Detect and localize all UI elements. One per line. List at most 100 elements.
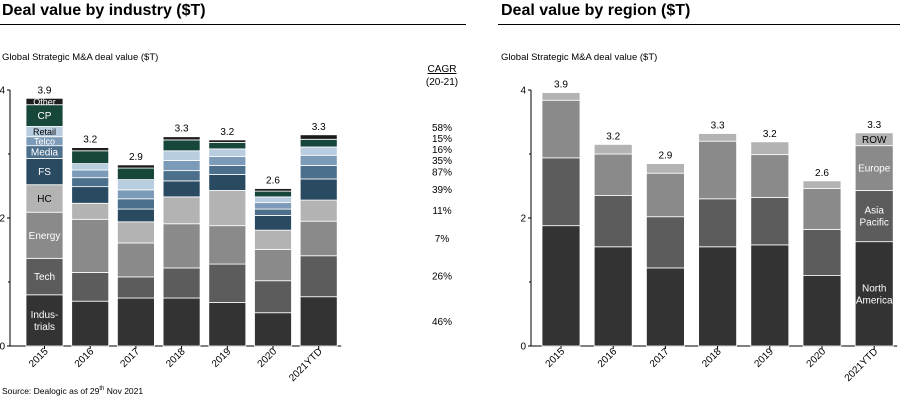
bar-segment-media <box>254 208 292 216</box>
right-title-rule <box>498 24 900 25</box>
industry-total-label: 3.2 <box>83 135 97 146</box>
bar-segment-asia-pacific <box>541 157 581 227</box>
series-label-industrials: Indus- <box>31 310 59 321</box>
bar-segment-energy <box>25 211 64 259</box>
region-total-label: 3.2 <box>606 131 620 142</box>
series-label-cp: CP <box>38 111 52 122</box>
bar-segment-north-america <box>646 267 685 347</box>
bar-segment-industrials <box>117 297 155 347</box>
region-total-label: 3.2 <box>763 129 777 140</box>
series-label-telco: Telco <box>34 136 55 146</box>
series-label-north-america: North <box>862 283 886 294</box>
bar-segment-tech <box>299 255 338 298</box>
industry-y-tick-label: 2 <box>0 214 5 225</box>
bar-segment-asia-pacific <box>698 198 737 248</box>
region-total-label: 3.9 <box>554 80 568 91</box>
cagr-value-telco: 35% <box>432 156 452 167</box>
cagr-value-media: 87% <box>432 168 452 179</box>
bar-segment-other <box>117 164 155 169</box>
bar-segment-retail <box>117 179 155 191</box>
industry-y-tick-label: 4 <box>0 86 5 97</box>
bar-segment-hc <box>71 202 110 220</box>
cagr-header: CAGR <box>428 64 457 75</box>
region-x-tick-label: 2017 <box>648 346 672 370</box>
industry-x-tick-label: 2015 <box>27 346 51 370</box>
series-label-north-america: America <box>856 295 893 306</box>
bar-segment-europe <box>698 140 737 200</box>
bar-segment-telco <box>162 159 201 172</box>
bar-segment-asia-pacific <box>646 216 685 269</box>
industry-total-label: 3.9 <box>38 85 52 96</box>
series-label-asia-pacific: Pacific <box>859 218 888 229</box>
bar-segment-other <box>254 188 292 192</box>
bar-segment-industrials <box>71 300 110 347</box>
bar-segment-telco <box>208 156 247 166</box>
bar-segment-cp <box>299 138 338 148</box>
industry-x-tick-label: 2020 <box>256 346 280 370</box>
bar-segment-north-america <box>593 246 633 347</box>
bar-segment-fs <box>117 208 155 223</box>
source-sup: th <box>99 386 105 393</box>
bar-segment-cp <box>71 150 110 165</box>
industry-x-tick-label: 2017 <box>119 346 143 370</box>
right-chart-subtitle: Global Strategic M&A deal value ($T) <box>501 52 658 63</box>
industry-x-tick-label: 2018 <box>164 346 188 370</box>
industry-total-label: 3.3 <box>312 122 326 133</box>
bar-segment-tech <box>117 276 155 299</box>
region-total-label: 3.3 <box>867 120 881 131</box>
region-x-tick-label: 2020 <box>805 346 829 370</box>
bar-segment-row <box>698 133 737 142</box>
cagr-value-fs: 39% <box>432 185 452 196</box>
bar-segment-europe <box>646 172 685 218</box>
cagr-value-industrials: 46% <box>432 317 452 328</box>
bar-segment-row <box>593 143 633 155</box>
industry-total-label: 3.3 <box>175 124 189 135</box>
bar-segment-energy <box>299 220 338 257</box>
bar-segment-tech <box>162 267 201 299</box>
bar-segment-retail <box>299 146 338 156</box>
bar-segment-north-america <box>802 275 842 347</box>
bar-segment-row <box>802 180 842 189</box>
bar-segment-fs <box>162 180 201 198</box>
bar-segment-media <box>117 198 155 210</box>
industry-y-tick-label: 0 <box>0 342 5 353</box>
series-label-row: ROW <box>862 135 887 146</box>
bar-segment-energy <box>254 248 292 282</box>
bar-segment-asia-pacific <box>802 229 842 277</box>
bar-segment-tech <box>71 271 110 302</box>
industry-x-tick-label: 2019 <box>210 346 234 370</box>
series-label-asia-pacific: Asia <box>864 206 884 217</box>
bar-segment-fs <box>299 178 338 201</box>
bar-segment-energy <box>162 223 201 269</box>
bar-segment-telco <box>254 202 292 210</box>
left-title-rule <box>0 24 466 25</box>
bar-segment-europe <box>802 188 842 230</box>
bar-segment-retail <box>208 148 247 157</box>
bar-segment-hc <box>162 196 201 225</box>
cagr-value-energy: 7% <box>435 234 450 245</box>
bar-segment-retail <box>71 163 110 171</box>
bar-segment-retail <box>162 150 201 161</box>
cagr-range: (20-21) <box>426 77 458 88</box>
region-x-tick-label: 2021YTD <box>843 346 881 384</box>
industry-total-label: 2.6 <box>266 176 280 187</box>
industry-total-label: 2.9 <box>129 152 143 163</box>
bar-segment-north-america <box>750 244 790 347</box>
region-y-tick-label: 2 <box>520 214 526 225</box>
series-label-media: Media <box>31 148 59 159</box>
bar-segment-asia-pacific <box>750 197 790 246</box>
series-label-tech: Tech <box>34 272 55 283</box>
bar-segment-telco <box>299 154 338 166</box>
bar-segment-hc <box>25 184 64 213</box>
bar-segment-cp <box>162 139 201 152</box>
region-x-tick-label: 2018 <box>700 346 724 370</box>
bar-segment-fs <box>208 174 247 191</box>
series-label-industrials: trials <box>34 322 55 333</box>
bar-segment-telco <box>71 169 110 179</box>
region-x-tick-label: 2019 <box>752 346 776 370</box>
bar-segment-europe <box>750 154 790 198</box>
bar-segment-media <box>162 170 201 182</box>
bar-segment-tech <box>254 280 292 314</box>
bar-segment-hc <box>299 199 338 222</box>
bar-segment-north-america <box>698 246 737 347</box>
